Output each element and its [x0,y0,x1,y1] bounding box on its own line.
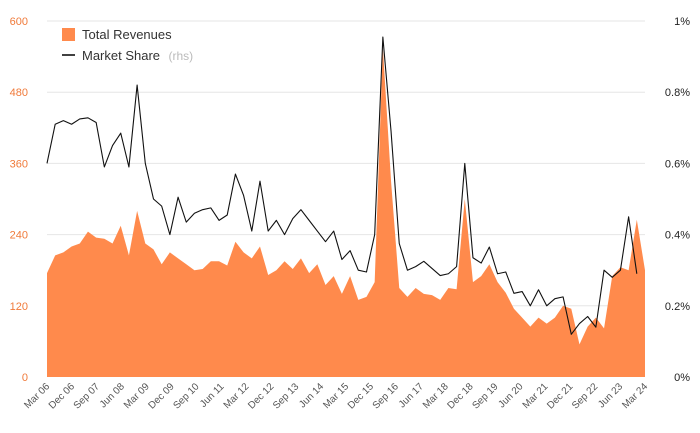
legend-revenues-label: Total Revenues [82,27,172,42]
right-tick-label: 0.4% [665,230,690,242]
x-tick-label: Jun 23 [596,381,625,410]
x-tick-label: Mar 06 [22,381,52,411]
gridlines [47,20,645,307]
x-tick-label: Dec 15 [346,381,376,411]
right-axis-ticks: 0% 0.2% 0.4% 0.6% 0.8% 1% [665,16,690,384]
x-tick-label: Sep 10 [171,381,201,411]
x-tick-label: Sep 19 [470,381,500,411]
x-tick-label: Dec 06 [47,381,77,411]
legend-share-text: Market Share (rhs) [82,47,193,64]
left-tick-label: 360 [10,158,28,170]
legend-share-suffix: (rhs) [169,49,194,63]
x-tick-label: Mar 18 [421,381,451,411]
x-tick-label: Sep 07 [72,381,102,411]
right-tick-label: 1% [674,16,690,28]
x-tick-label: Dec 12 [246,381,276,411]
left-tick-label: 480 [10,87,28,99]
legend-share-label: Market Share [82,48,160,63]
market-share-line [46,36,638,335]
x-tick-label: Dec 18 [446,381,476,411]
x-tick-label: Jun 08 [98,381,127,410]
legend-revenues-swatch [62,28,75,41]
x-tick-label: Mar 15 [321,381,351,411]
left-tick-label: 120 [10,301,28,313]
x-tick-label: Mar 09 [122,381,152,411]
legend: Total Revenues Market Share (rhs) [62,27,193,64]
x-tick-label: Mar 24 [620,381,650,411]
left-axis-ticks: 0 120 240 360 480 600 [10,16,28,384]
x-tick-label: Mar 21 [521,381,551,411]
x-tick-label: Dec 09 [147,381,177,411]
x-tick-label: Sep 16 [371,381,401,411]
x-tick-label: Jun 20 [497,381,526,410]
x-tick-label: Sep 13 [271,381,301,411]
left-tick-label: 0 [22,372,28,384]
right-tick-label: 0% [674,372,690,384]
x-tick-label: Sep 22 [570,381,600,411]
right-tick-label: 0.2% [665,301,690,313]
left-tick-label: 240 [10,230,28,242]
right-tick-label: 0.6% [665,158,690,170]
x-tick-label: Dec 21 [545,381,575,411]
x-tick-label: Jun 14 [297,381,326,410]
right-tick-label: 0.8% [665,87,690,99]
left-tick-label: 600 [10,16,28,28]
x-tick-label: Mar 12 [222,381,252,411]
x-tick-label: Jun 17 [397,381,426,410]
total-revenues-area [47,47,645,377]
